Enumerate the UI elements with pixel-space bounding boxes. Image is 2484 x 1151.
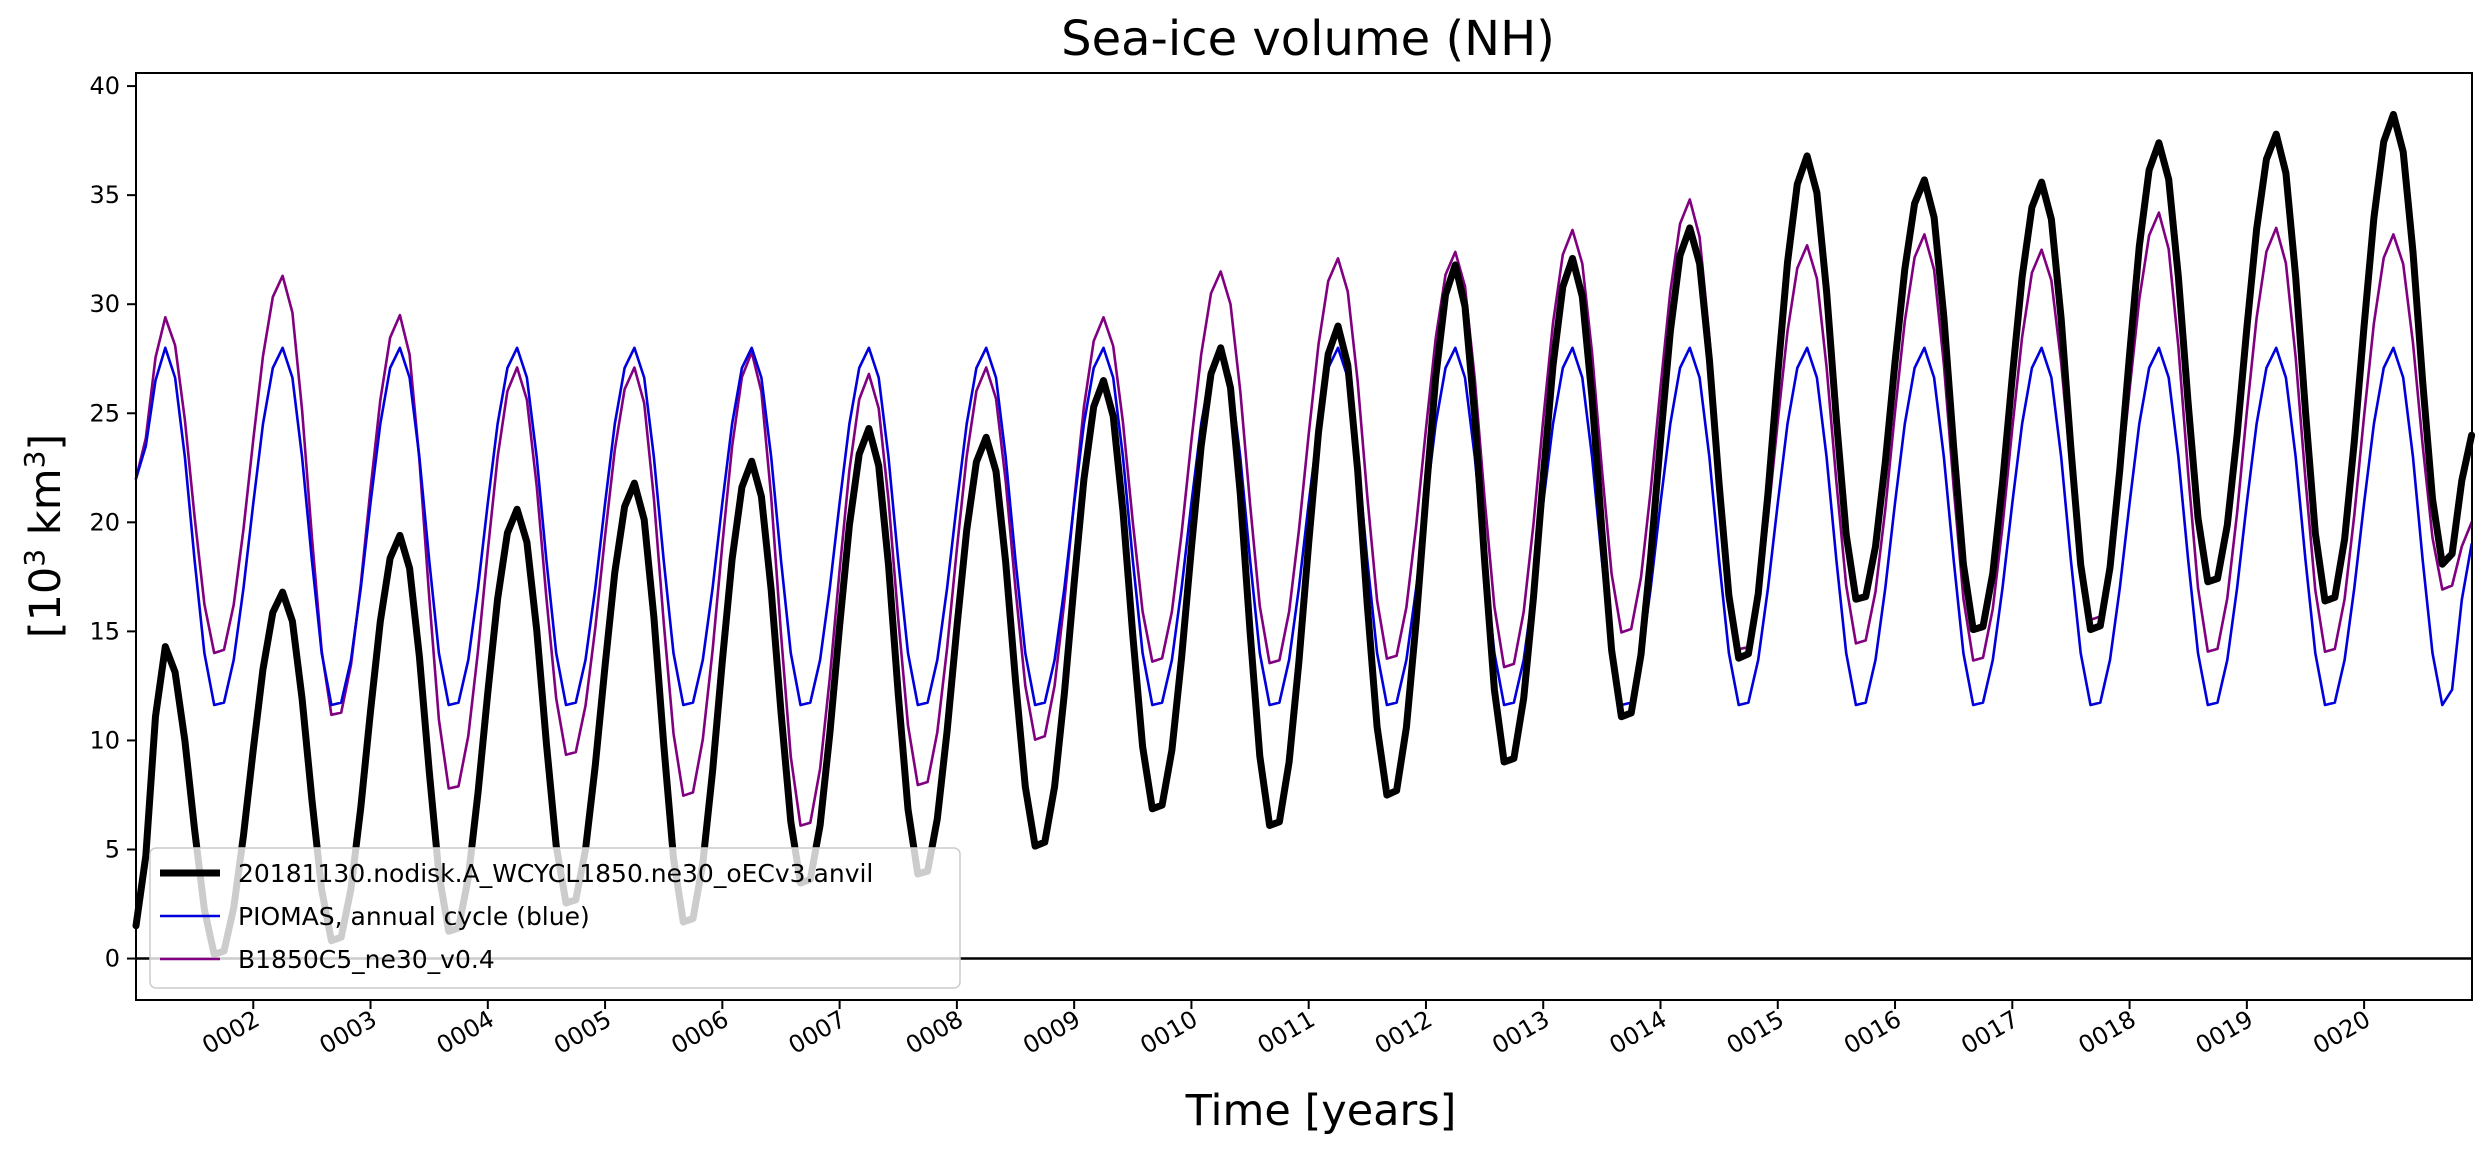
legend-label-0: 20181130.nodisk.A_WCYCL1850.ne30_oECv3.a… xyxy=(238,859,873,888)
x-tick-label: 0019 xyxy=(2191,1005,2258,1060)
x-axis: 0002 0003 0004 0005 0006 0007 0008 0009 0010 0011… xyxy=(197,1000,2375,1060)
y-axis-title-middle: km xyxy=(21,468,71,548)
series-line-1 xyxy=(134,346,2473,707)
y-axis: 0 5 10 15 20 25 30 35 40 xyxy=(89,72,136,973)
y-tick-label: 5 xyxy=(105,835,120,863)
y-tick-label: 40 xyxy=(89,72,120,100)
x-tick-label: 0002 xyxy=(197,1005,264,1060)
x-tick-label: 0016 xyxy=(1839,1005,1906,1060)
x-tick-label: 0008 xyxy=(901,1005,968,1060)
y-axis-title-suffix: ] xyxy=(21,434,71,451)
x-tick-label: 0013 xyxy=(1487,1005,1554,1060)
y-tick-label: 20 xyxy=(89,508,120,536)
x-tick-label: 0018 xyxy=(2074,1005,2141,1060)
chart-title: Sea-ice volume (NH) xyxy=(1061,11,1555,67)
y-tick-label: 25 xyxy=(89,399,120,427)
x-tick-label: 0007 xyxy=(784,1005,851,1060)
x-tick-label: 0004 xyxy=(432,1005,499,1060)
y-axis-title-exponent-1: 3 xyxy=(18,549,51,567)
x-tick-label: 0011 xyxy=(1253,1005,1320,1060)
x-tick-label: 0003 xyxy=(315,1005,382,1060)
y-tick-label: 30 xyxy=(89,290,120,318)
y-axis-title-exponent-2: 3 xyxy=(18,451,51,469)
legend-box xyxy=(149,847,961,989)
x-tick-label: 0020 xyxy=(2308,1005,2375,1060)
y-tick-label: 15 xyxy=(89,617,120,645)
legend-label-2: B1850C5_ne30_v0.4 xyxy=(238,945,495,974)
series-layer xyxy=(132,110,2476,958)
series-line-0 xyxy=(132,110,2476,958)
y-axis-title: [103 km3] xyxy=(18,434,71,638)
y-axis-title-prefix: [10 xyxy=(21,567,71,639)
x-tick-label: 0012 xyxy=(1370,1005,1437,1060)
x-tick-label: 0006 xyxy=(666,1005,733,1060)
x-axis-title: Time [years] xyxy=(1185,1086,1457,1136)
plot-frame xyxy=(135,72,2473,1001)
x-tick-label: 0015 xyxy=(1722,1005,1789,1060)
legend: 20181130.nodisk.A_WCYCL1850.ne30_oECv3.a… xyxy=(149,847,961,989)
x-tick-label: 0010 xyxy=(1136,1005,1203,1060)
x-tick-label: 0017 xyxy=(1956,1005,2023,1060)
y-tick-label: 35 xyxy=(89,181,120,209)
x-tick-label: 0005 xyxy=(549,1005,616,1060)
y-tick-label: 10 xyxy=(89,726,120,754)
y-tick-label: 0 xyxy=(105,945,120,973)
x-tick-label: 0009 xyxy=(1018,1005,1085,1060)
legend-label-1: PIOMAS, annual cycle (blue) xyxy=(238,902,590,931)
x-tick-label: 0014 xyxy=(1605,1005,1672,1060)
